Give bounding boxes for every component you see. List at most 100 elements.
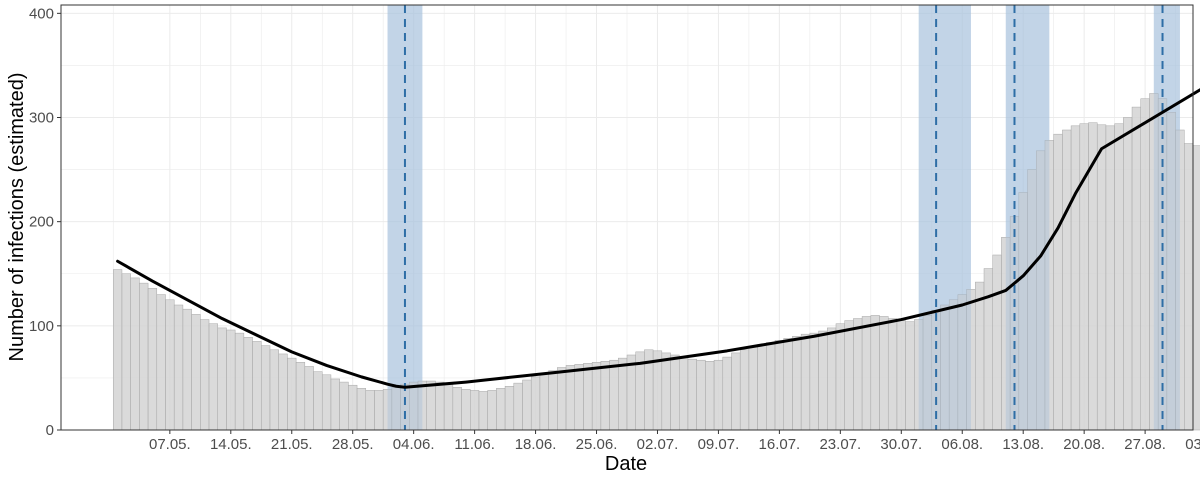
bar [591,362,602,431]
bar [504,386,515,431]
bar [173,304,184,431]
bar [896,320,906,431]
bar [1070,125,1081,431]
bar [565,365,576,431]
bar [234,332,245,431]
bar [182,308,192,431]
x-tick-label: 02.07. [637,436,679,453]
panel-border [60,4,1194,431]
bar [156,294,166,431]
bar [905,321,915,431]
bar [713,359,724,431]
bar [975,281,985,431]
bar [992,254,1002,431]
bar [748,346,758,431]
bar [139,282,149,431]
x-tick-label: 13.08. [1002,436,1044,453]
bar [112,269,123,431]
x-tick-label: 30.07. [880,436,922,453]
bar [295,362,306,431]
bar [609,359,619,431]
bar [496,388,506,431]
x-tick-label: 06.08. [941,436,983,453]
bar [1096,124,1107,431]
bar [800,333,811,431]
bar [1123,117,1133,431]
bar [278,353,288,431]
x-tick-label: 11.06. [454,436,495,453]
bar [330,378,340,431]
x-tick-label: 28.05. [332,436,374,453]
bar [217,327,227,431]
bar [774,340,784,431]
bar [1105,125,1115,431]
bar [470,390,480,431]
bar [200,319,210,431]
bar [487,390,497,431]
bar [321,374,332,431]
y-tick-label: 0 [46,422,54,439]
bar [452,387,462,431]
bar [426,380,436,431]
x-tick-label: 07.05. [149,436,191,453]
bar [861,316,872,431]
x-tick-label: 16.07. [759,436,801,453]
bar [356,388,367,431]
confidence-band-overlay [1005,5,1050,430]
bar [165,299,175,431]
bar [844,320,854,431]
bar [478,391,488,431]
bar [1114,123,1124,431]
x-tick-label: 21.05. [271,436,313,453]
confidence-band-overlay [918,5,971,430]
bar [983,268,993,431]
confidence-band-overlay [1153,5,1180,430]
bar [739,349,750,431]
bar [1184,143,1194,431]
bar [1140,98,1150,431]
x-axis-title: Date [605,453,647,475]
bar [374,390,384,431]
bar [443,383,454,431]
bar [261,345,271,431]
x-tick-label: 25.06. [576,436,618,453]
changepoint-lines [403,5,1164,430]
bar [722,356,732,431]
x-tick-label: 18.06. [515,436,557,453]
y-tick-label: 400 [29,5,54,22]
bar [226,329,236,431]
bar [887,318,898,431]
bar [827,327,837,431]
bar [670,354,680,431]
bar [600,361,610,431]
bar [435,381,445,431]
bar [618,357,628,431]
bar [583,363,593,431]
bar [1053,133,1063,431]
bar [687,358,697,431]
bar [661,352,671,431]
bar [705,361,715,431]
bar [1131,106,1142,431]
bar [835,323,845,431]
bar [1062,129,1072,431]
fitted-curve [116,88,1200,389]
y-axis-ticks: 0 100 200 300 400 [29,5,61,439]
fitted-line [116,88,1200,389]
bar [208,323,218,431]
x-tick-label: 27.08. [1124,436,1166,453]
bar [339,381,349,431]
bar [626,354,636,431]
bar [809,332,819,431]
x-tick-label: 23.07. [819,436,861,453]
bars [112,5,1200,431]
bar [530,376,541,431]
bar [191,314,201,431]
bar [678,356,689,431]
bar [287,357,297,431]
bar [522,379,532,431]
bar [1079,123,1089,431]
bar [783,338,793,431]
bar [731,352,741,431]
y-tick-label: 300 [29,110,54,127]
